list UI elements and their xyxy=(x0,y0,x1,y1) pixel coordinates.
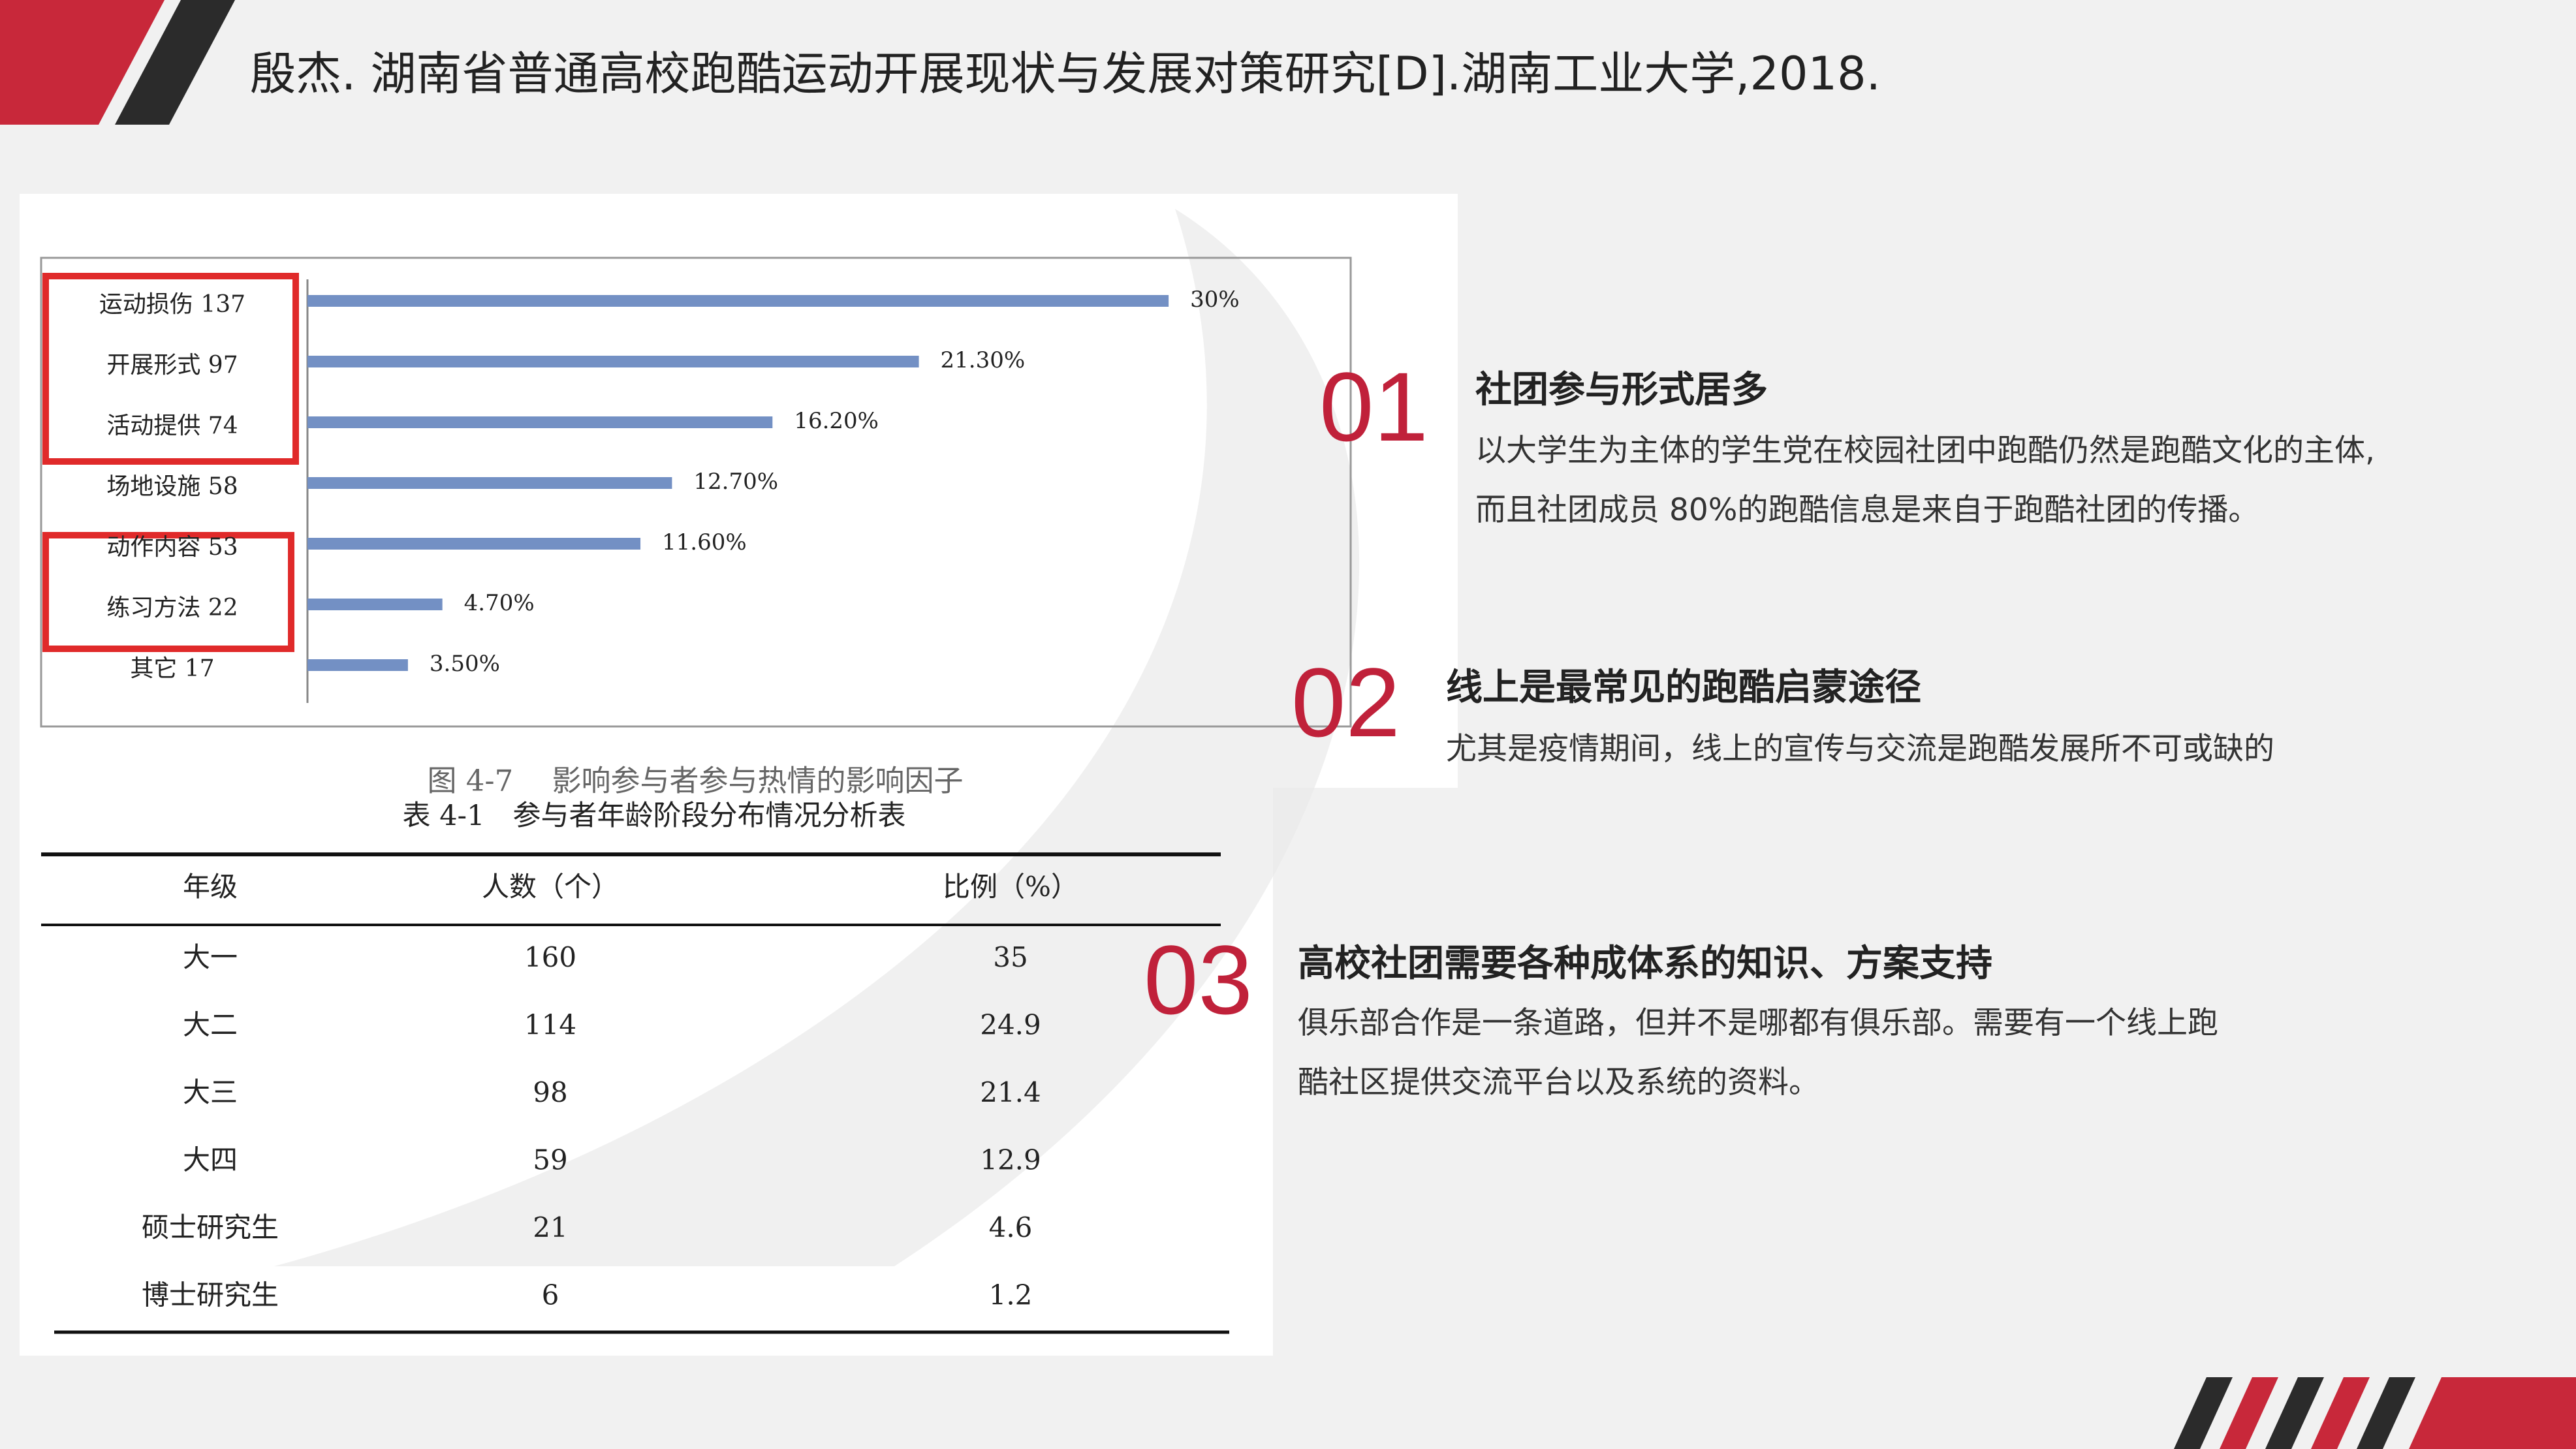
bar xyxy=(307,659,408,671)
table-cell: 21.4 xyxy=(980,1076,1041,1108)
table-header: 比例（%） xyxy=(943,871,1078,903)
bar xyxy=(307,416,773,428)
value-label: 11.60% xyxy=(662,529,747,555)
table-cell: 大二 xyxy=(183,1009,238,1041)
category-label: 其它 17 xyxy=(130,655,214,682)
category-label: 开展形式 97 xyxy=(106,352,238,379)
table-cell: 35 xyxy=(993,941,1028,973)
table-cell: 160 xyxy=(524,941,576,973)
table-cell: 大三 xyxy=(183,1076,238,1108)
highlight-box xyxy=(42,273,299,465)
point-number: 02 xyxy=(1291,647,1400,757)
table-cell: 12.9 xyxy=(980,1144,1041,1176)
category-label: 练习方法 22 xyxy=(106,595,238,621)
table-cell: 6 xyxy=(542,1279,559,1311)
point-title: 社团参与形式居多 xyxy=(1475,369,1768,411)
value-label: 21.30% xyxy=(941,347,1026,373)
table-cell: 98 xyxy=(533,1076,567,1108)
highlight-box xyxy=(42,532,294,652)
stripe-block xyxy=(2409,1377,2576,1449)
category-label: 动作内容 53 xyxy=(106,534,238,561)
point-text: 尤其是疫情期间，线上的宣传与交流是跑酷发展所不可或缺的 xyxy=(1446,731,2274,767)
corner-red xyxy=(0,0,165,125)
bar xyxy=(307,356,919,367)
point-text: 以大学生为主体的学生党在校园社团中跑酷仍然是跑酷文化的主体,而且社团成员 80%… xyxy=(1475,433,2375,528)
table-title: 表 4-1 参与者年龄阶段分布情况分析表 xyxy=(403,800,906,832)
value-label: 4.70% xyxy=(464,590,535,616)
point-title: 高校社团需要各种成体系的知识、方案支持 xyxy=(1298,943,1992,985)
bar xyxy=(307,538,641,550)
point-number: 03 xyxy=(1144,925,1253,1035)
stripe xyxy=(2174,1377,2233,1449)
table-cell: 21 xyxy=(533,1211,567,1243)
table-cell: 硕士研究生 xyxy=(142,1211,279,1243)
table-cell: 24.9 xyxy=(980,1009,1041,1041)
chart-frame xyxy=(40,257,1352,728)
category-label: 运动损伤 137 xyxy=(99,291,245,318)
chart-caption: 图 4-7 影响参与者参与热情的影响因子 xyxy=(427,764,963,798)
bar xyxy=(307,599,443,610)
stripe xyxy=(2265,1377,2324,1449)
category-label: 活动提供 74 xyxy=(106,413,238,439)
table-cell: 1.2 xyxy=(989,1279,1033,1311)
stripe xyxy=(2220,1377,2278,1449)
table-cell: 大四 xyxy=(183,1144,238,1176)
swoosh xyxy=(274,209,1360,1266)
value-label: 3.50% xyxy=(430,651,500,677)
table-cell: 114 xyxy=(524,1009,576,1041)
value-label: 12.70% xyxy=(693,469,778,495)
point-number: 01 xyxy=(1319,352,1428,461)
table-header: 年级 xyxy=(183,871,238,903)
bar xyxy=(307,477,672,489)
stripe xyxy=(2311,1377,2370,1449)
stripe xyxy=(2357,1377,2415,1449)
table-cell: 4.6 xyxy=(989,1211,1033,1243)
point-title: 线上是最常见的跑酷启蒙途径 xyxy=(1446,666,1921,709)
citation: 殷杰. 湖南省普通高校跑酷运动开展现状与发展对策研究[D].湖南工业大学,201… xyxy=(250,47,1881,101)
point-text: 俱乐部合作是一条道路，但并不是哪都有俱乐部。需要有一个线上跑酷社区提供交流平台以… xyxy=(1298,1005,2218,1100)
category-label: 场地设施 58 xyxy=(106,473,238,500)
table-cell: 大一 xyxy=(183,941,238,973)
corner-dark xyxy=(115,0,235,125)
value-label: 16.20% xyxy=(794,408,879,434)
bar xyxy=(307,295,1169,307)
table-header: 人数（个） xyxy=(482,871,619,903)
table-cell: 59 xyxy=(533,1144,567,1176)
value-label: 30% xyxy=(1190,287,1240,313)
table-cell: 博士研究生 xyxy=(142,1279,279,1311)
